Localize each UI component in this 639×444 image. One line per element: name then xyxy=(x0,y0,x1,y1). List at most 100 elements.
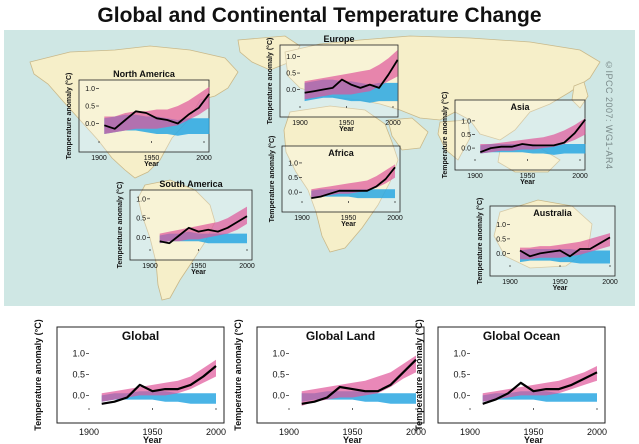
global-ytick-label: 0.0 xyxy=(72,390,85,400)
australia-xlabel: Year xyxy=(553,285,568,292)
asia-ytick-label: 0.0 xyxy=(461,146,471,153)
north-america-xlabel: Year xyxy=(144,161,159,168)
australia-title: Australia xyxy=(533,208,573,218)
global-ocean-ytick-label: 1.0 xyxy=(453,348,466,358)
europe-xtick-label: 1950 xyxy=(339,120,355,127)
south-america-ytick-label: 0.0 xyxy=(136,235,146,242)
global-xtick-label: 1900 xyxy=(79,427,99,437)
north-america-xtick-label: 2000 xyxy=(196,155,212,162)
global-land-ytick-label: 0.0 xyxy=(272,390,285,400)
global-land-xlabel: Year xyxy=(343,435,363,444)
south-america-xtick-label: 1950 xyxy=(191,263,207,270)
global-xtick-label: 1950 xyxy=(142,427,162,437)
land-india xyxy=(437,119,471,161)
north-america-ytick-label: 0.5 xyxy=(85,104,95,111)
global-ocean-ytick-label: 0.5 xyxy=(453,369,466,379)
global-ocean-all-forcing-band xyxy=(482,366,597,402)
north-america-xtick-label: 1900 xyxy=(91,155,107,162)
global-title: Global xyxy=(122,329,159,343)
asia-ytick-label: 1.0 xyxy=(461,118,471,125)
global-land-all-forcing-band xyxy=(301,355,416,406)
global-land-title: Global Land xyxy=(306,329,375,343)
africa-observed-line xyxy=(311,166,396,199)
global-ytick-label: 0.5 xyxy=(72,369,85,379)
land-japan xyxy=(571,81,589,109)
australia-ylabel: Temperature anomaly (°C) xyxy=(476,198,484,285)
global-land-ylabel: Temperature anomaly (°C) xyxy=(233,319,243,430)
australia-xtick-label: 1950 xyxy=(552,279,568,286)
global-xlabel: Year xyxy=(143,435,163,444)
asia-xtick-label: 1900 xyxy=(467,173,483,180)
europe-title: Europe xyxy=(323,34,354,44)
chart-global: Global 0.0 0.5 1.0 1900 1950 2000 Year Temperatu… xyxy=(33,319,226,444)
north-america-ytick-label: 0.0 xyxy=(85,121,95,128)
australia-ytick-label: 0.0 xyxy=(496,251,506,258)
chart-south-america: South America 0.0 0.5 1.0 1900 1950 2000 Year Te… xyxy=(116,179,255,276)
north-america-xtick-label: 1950 xyxy=(144,155,160,162)
australia-xtick-label: 1900 xyxy=(502,279,518,286)
asia-ylabel: Temperature anomaly (°C) xyxy=(441,92,449,179)
asia-ytick-label: 0.5 xyxy=(461,132,471,139)
africa-ylabel: Temperature anomaly (°C) xyxy=(268,136,276,223)
south-america-title: South America xyxy=(159,179,223,189)
global-land-xtick-label: 1950 xyxy=(342,427,362,437)
global-ocean-xtick-label: 1900 xyxy=(460,427,480,437)
south-america-ylabel: Temperature anomaly (°C) xyxy=(116,182,124,269)
chart-north-america: North America 0.0 0.5 1.0 1900 1950 2000 Year Te… xyxy=(65,69,212,168)
global-ocean-xtick-label: 1950 xyxy=(523,427,543,437)
land-africa xyxy=(283,105,399,253)
global-observed-line xyxy=(101,365,217,405)
global-land-xtick-label: 2000 xyxy=(406,427,426,437)
chart-global-land: Global Land 0.0 0.5 1.0 1900 1950 2000 Year Temp… xyxy=(233,319,426,444)
global-ocean-xtick-label: 2000 xyxy=(587,427,607,437)
south-america-observed-line xyxy=(159,215,248,245)
africa-ytick-label: 1.0 xyxy=(288,160,298,167)
page-title: Global and Continental Temperature Chang… xyxy=(97,4,542,27)
north-america-ylabel: Temperature anomaly (°C) xyxy=(65,73,73,160)
australia-ytick-label: 0.5 xyxy=(496,236,506,243)
land-arabia xyxy=(387,117,429,151)
australia-ytick-label: 1.0 xyxy=(496,222,506,229)
africa-xtick-label: 1900 xyxy=(294,215,310,222)
north-america-title: North America xyxy=(113,69,176,79)
africa-xtick-label: 2000 xyxy=(387,215,403,222)
global-land-ytick-label: 1.0 xyxy=(272,348,285,358)
asia-xtick-label: 2000 xyxy=(572,173,588,180)
global-all-forcing-band xyxy=(101,359,216,402)
europe-xtick-label: 2000 xyxy=(385,120,401,127)
europe-ytick-label: 0.5 xyxy=(286,71,296,78)
global-land-xtick-label: 1900 xyxy=(279,427,299,437)
global-ocean-ylabel: Temperature anomaly (°C) xyxy=(414,319,424,430)
north-america-observed-line xyxy=(104,93,211,130)
chart-australia: Australia 0.0 0.5 1.0 1900 1950 2000 Year Temper… xyxy=(476,198,618,292)
global-xtick-label: 2000 xyxy=(206,427,226,437)
europe-ylabel: Temperature anomaly (°C) xyxy=(266,38,274,125)
copyright-credit: ©IPCC 2007: WG1-AR4 xyxy=(604,60,614,170)
south-america-xlabel: Year xyxy=(191,269,206,276)
global-ylabel: Temperature anomaly (°C) xyxy=(33,319,43,430)
global-land-observed-line xyxy=(301,358,417,405)
australia-xtick-label: 2000 xyxy=(602,279,618,286)
chart-global-ocean: Global Ocean 0.0 0.5 1.0 1900 1950 2000 Year Tem… xyxy=(414,319,607,444)
australia-observed-line xyxy=(519,236,611,258)
europe-ytick-label: 0.0 xyxy=(286,87,296,94)
global-ocean-xlabel: Year xyxy=(524,435,544,444)
europe-observed-line xyxy=(304,59,399,94)
global-ytick-label: 1.0 xyxy=(72,348,85,358)
chart-europe: Europe 0.0 0.5 1.0 1900 1950 2000 Year Temperatu… xyxy=(266,34,401,133)
global-ocean-title: Global Ocean xyxy=(483,329,560,343)
africa-ytick-label: 0.0 xyxy=(288,190,298,197)
asia-observed-line xyxy=(479,118,587,154)
global-land-ytick-label: 0.5 xyxy=(272,369,285,379)
global-ocean-observed-line xyxy=(482,371,598,405)
europe-xlabel: Year xyxy=(339,126,354,133)
land-masses xyxy=(29,35,601,301)
africa-all-forcing-band xyxy=(311,164,395,199)
europe-xtick-label: 1900 xyxy=(292,120,308,127)
africa-xlabel: Year xyxy=(341,221,356,228)
north-america-ytick-label: 1.0 xyxy=(85,86,95,93)
north-america-all-forcing-band xyxy=(104,86,210,134)
global-ocean-ytick-label: 0.0 xyxy=(453,390,466,400)
south-america-xtick-label: 1900 xyxy=(142,263,158,270)
